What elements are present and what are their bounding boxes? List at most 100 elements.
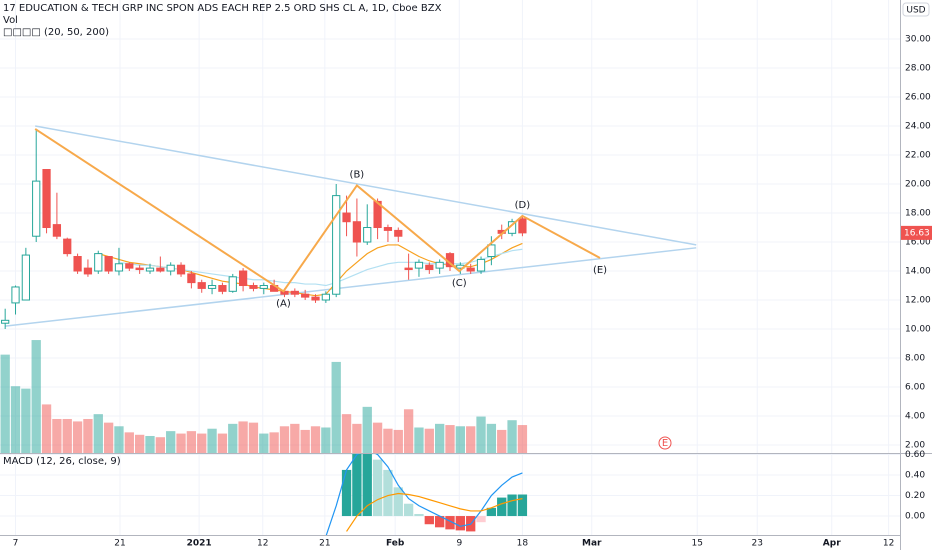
candle-body: [135, 267, 144, 271]
macd-pane: [325, 454, 528, 535]
macd-line: [325, 454, 523, 535]
y-tick-label: 6.00: [905, 383, 925, 393]
y-tick-label: 16.00: [905, 238, 931, 248]
macd-tick-label: 0.00: [905, 512, 925, 522]
volume-bar: [31, 340, 41, 453]
candle-body: [342, 212, 351, 223]
x-tick-label: 12: [257, 539, 268, 549]
volume-label: Vol: [3, 15, 18, 26]
candle-body: [301, 293, 310, 298]
candle-body: [425, 264, 434, 271]
candle-body: [311, 296, 320, 301]
macd-signal: [346, 492, 523, 532]
macd-histogram-bar: [424, 516, 434, 525]
y-tick-label: 2.00: [905, 441, 925, 451]
candle-body: [404, 267, 413, 271]
x-tick-label: 12: [883, 539, 894, 549]
volume-bar: [435, 423, 445, 453]
volume-bar: [414, 427, 424, 453]
y-tick-label: 10.00: [905, 325, 931, 335]
x-tick-label: Mar: [582, 539, 602, 549]
candle-body: [52, 224, 62, 237]
candle-body: [290, 290, 299, 295]
earnings-icon: [658, 436, 672, 450]
y-tick-label: 26.00: [905, 93, 931, 103]
volume-bar: [310, 426, 321, 453]
volume-bar: [93, 414, 103, 453]
volume-bar: [497, 429, 507, 453]
candle-body: [187, 273, 196, 284]
pattern-line: [34, 128, 601, 293]
candle-body: [63, 238, 72, 255]
currency-box[interactable]: [902, 2, 930, 17]
macd-histogram-bar: [486, 507, 497, 517]
candle-body: [394, 229, 403, 237]
y-tick-label: 20.00: [905, 180, 931, 190]
volume-bar: [217, 433, 228, 453]
volume-bar: [279, 426, 290, 453]
earnings-letter: E: [662, 438, 668, 449]
volume-bar: [424, 428, 434, 453]
trendline: [5, 247, 697, 327]
macd-histogram-bar: [414, 513, 424, 517]
volume-bar: [362, 406, 372, 453]
volume-bar: [321, 427, 331, 453]
volume-bar: [403, 409, 414, 453]
candle-body: [249, 285, 258, 289]
x-tick-label: 21: [114, 539, 125, 549]
y-tick-label: 30.00: [905, 35, 931, 45]
volume-bar: [155, 437, 165, 453]
macd-histogram-bar: [507, 494, 517, 517]
x-tick-label: 23: [752, 539, 763, 549]
volume-bar: [455, 426, 465, 453]
candle-body: [42, 169, 51, 229]
candle-body: [238, 270, 248, 287]
macd-histogram-bar: [403, 503, 414, 517]
volume-bar: [186, 431, 197, 453]
macd-histogram-bar: [341, 469, 352, 517]
macd-histogram-bar: [362, 454, 372, 517]
macd-histogram-bar: [352, 454, 362, 517]
candle-body: [94, 253, 103, 272]
y-tick-label: 4.00: [905, 412, 925, 422]
volume-bar: [21, 388, 31, 453]
volume-bar: [466, 426, 476, 453]
x-tick-label: Feb: [386, 539, 405, 549]
volume-bar: [41, 404, 52, 453]
volume-bar: [10, 386, 21, 453]
volume-bar: [114, 426, 124, 453]
x-tick-label: 15: [692, 539, 703, 549]
volume-bar: [145, 435, 155, 453]
candle-body: [73, 256, 82, 272]
candle-body: [466, 267, 475, 272]
candle-body: [32, 180, 41, 237]
candle-body: [197, 282, 206, 289]
candle-body: [363, 227, 372, 243]
volume-bar: [52, 418, 62, 453]
volume-bar: [248, 422, 259, 453]
y-tick-label: 28.00: [905, 64, 931, 74]
y-tick-label: 12.00: [905, 296, 931, 306]
macd-histogram-bar: [372, 459, 383, 517]
volume-bar: [486, 423, 497, 453]
macd-histogram-bar: [497, 497, 507, 517]
chart-title: 17 EDUCATION & TECH GRP INC SPON ADS EAC…: [3, 3, 442, 14]
y-tick-label: 18.00: [905, 209, 931, 219]
candle-body: [383, 227, 393, 231]
pattern-label: (E): [593, 265, 607, 276]
volume-bar: [124, 432, 134, 453]
candle-body: [83, 267, 93, 275]
candle-body: [228, 276, 237, 292]
macd-histogram-bar: [445, 516, 455, 530]
x-tick-label: 9: [456, 539, 462, 549]
candle-body: [11, 286, 20, 304]
macd-histogram-bar: [393, 487, 403, 517]
macd-histogram-bar: [383, 469, 393, 517]
y-tick-label: 22.00: [905, 151, 931, 161]
moving-average: [118, 248, 523, 287]
x-tick-label: 21: [319, 539, 330, 549]
pattern-label: (A): [276, 298, 291, 309]
volume-bar: [372, 422, 383, 453]
candle-body: [321, 293, 330, 301]
